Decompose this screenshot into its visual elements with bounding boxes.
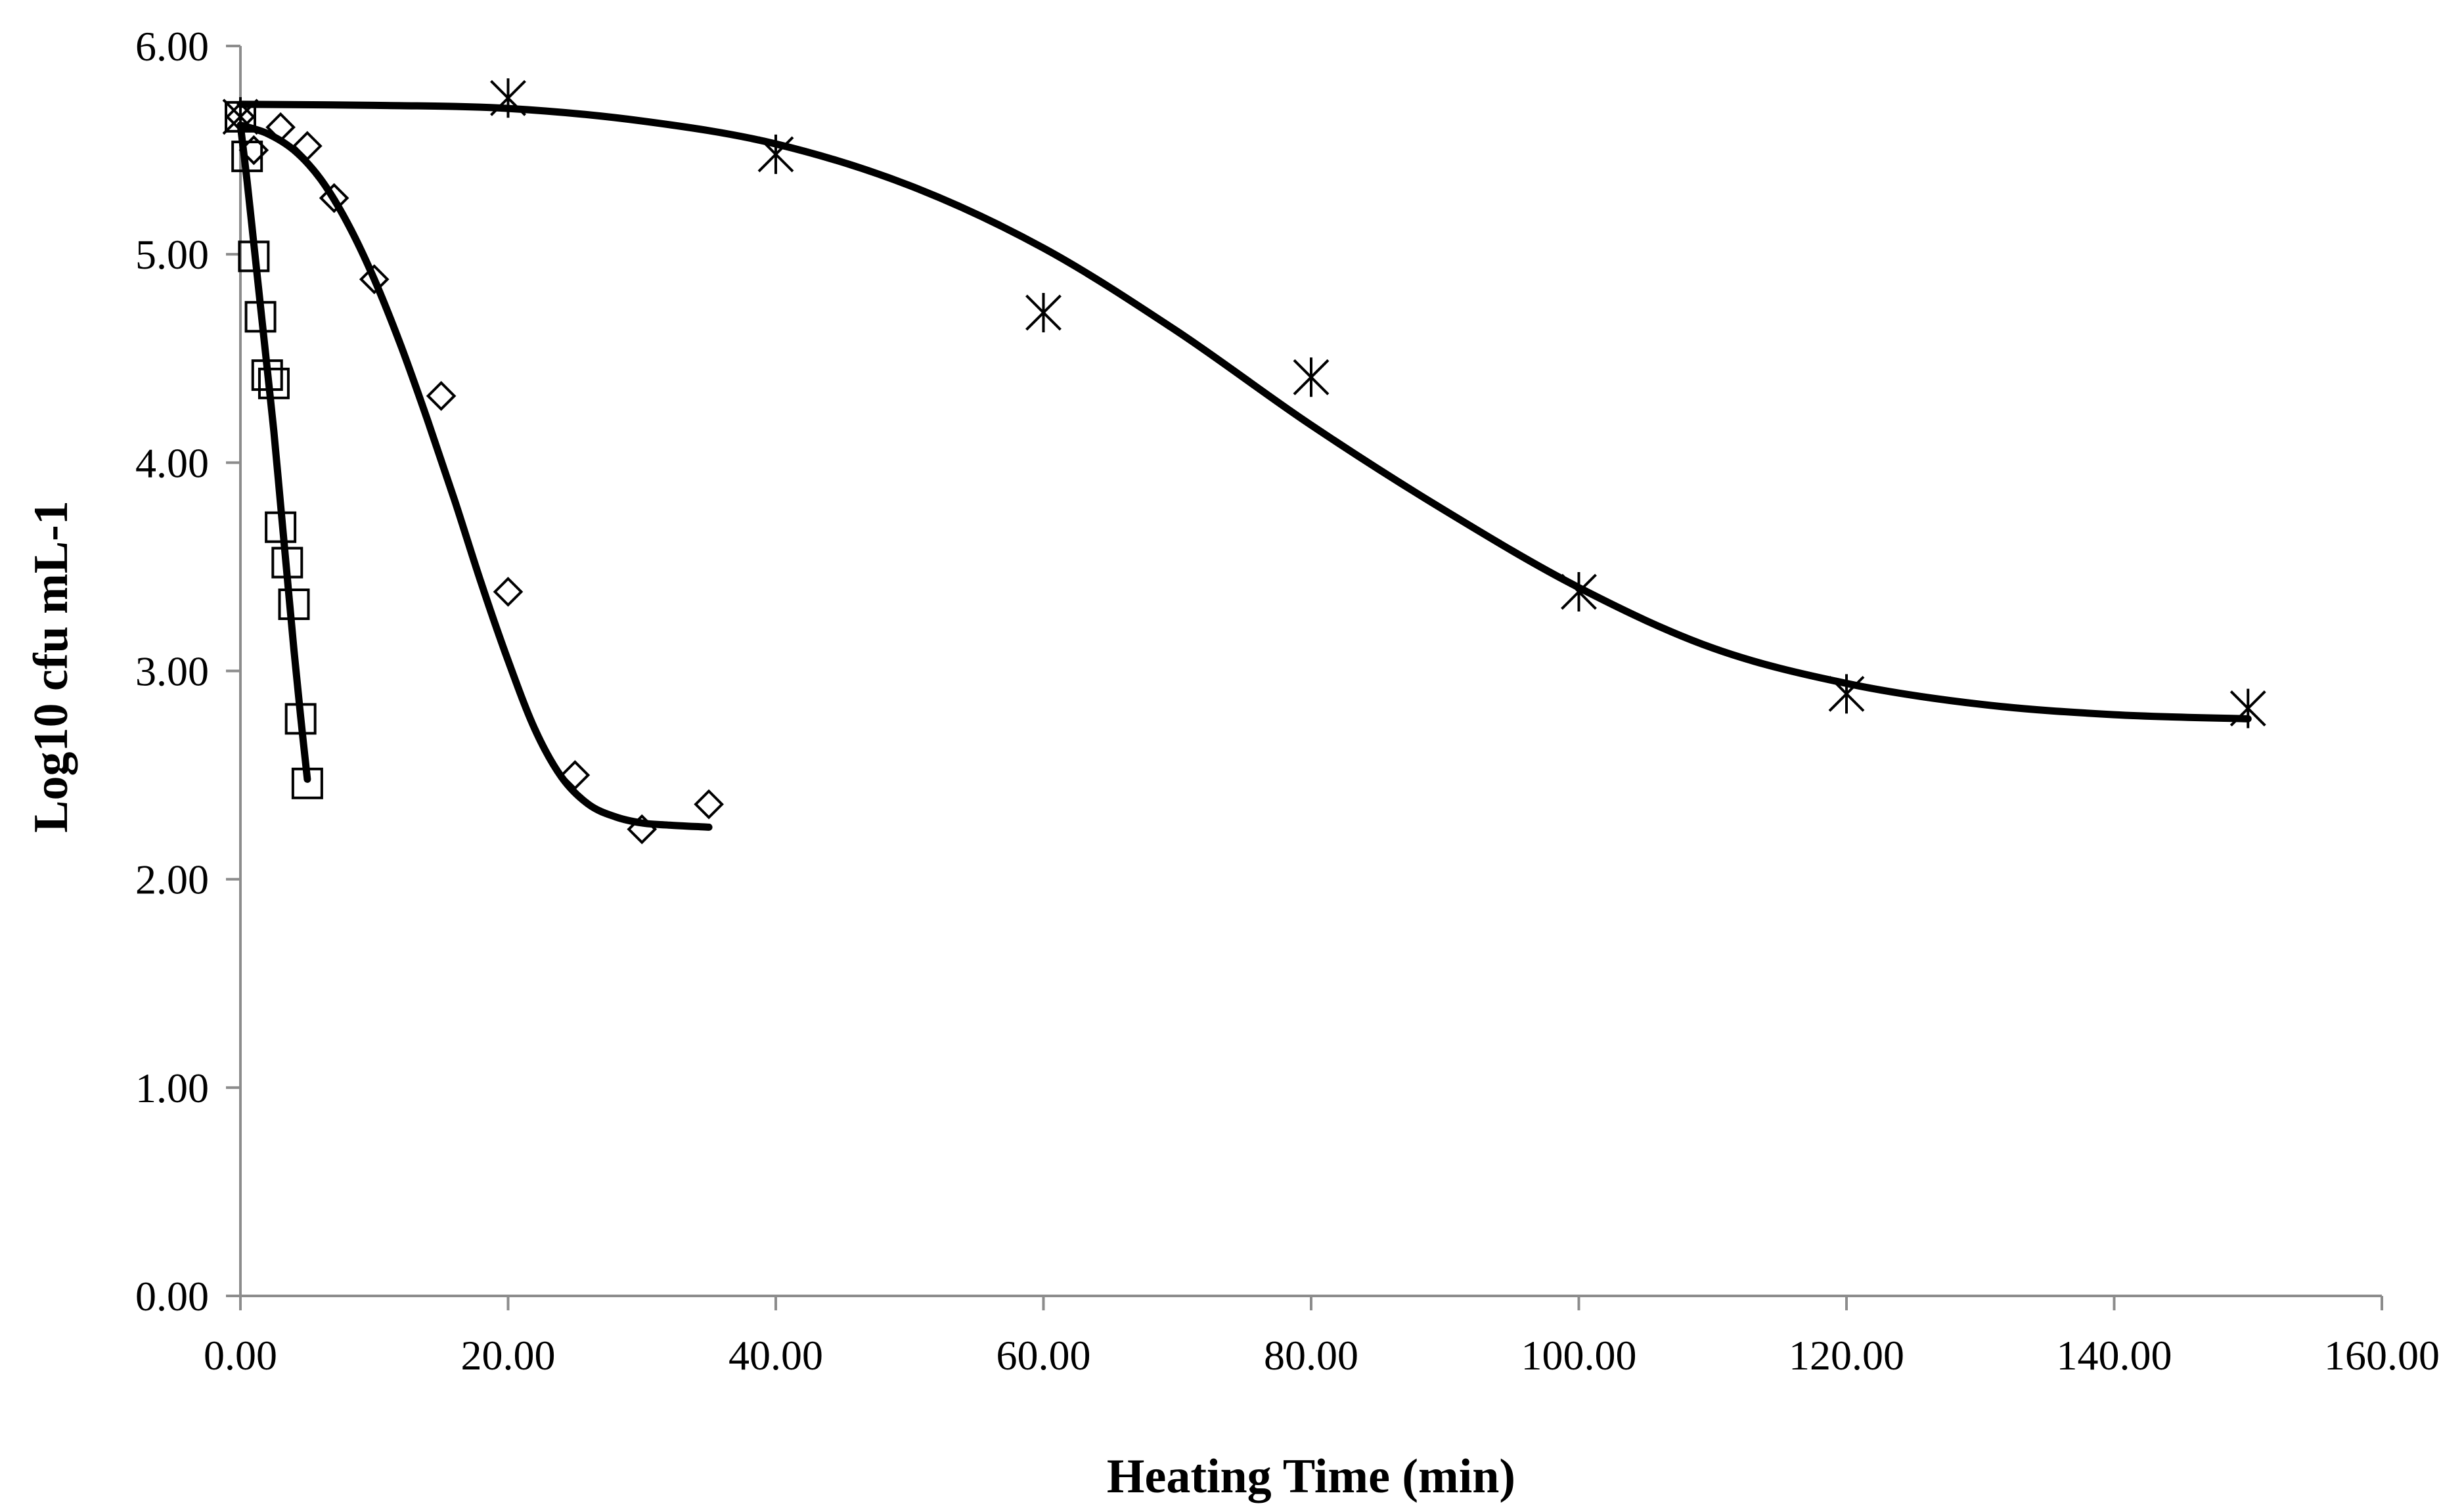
diamond-marker xyxy=(426,381,457,411)
asterisk-marker xyxy=(1293,357,1330,397)
fit-curve xyxy=(236,122,713,831)
diamond-marker xyxy=(694,789,724,820)
fit-curve xyxy=(236,100,2252,723)
y-tick-label: 2.00 xyxy=(135,856,209,903)
y-tick-label: 6.00 xyxy=(135,23,209,70)
x-tick-label: 100.00 xyxy=(1521,1332,1637,1379)
y-axis-title: Log10 cfu mL-1 xyxy=(24,500,78,833)
diamond-marker xyxy=(493,577,524,607)
x-tick-label: 20.00 xyxy=(461,1332,556,1379)
y-tick-label: 0.00 xyxy=(135,1273,209,1320)
diamond-marker xyxy=(238,135,269,166)
y-tick-label: 3.00 xyxy=(135,648,209,695)
diamond-marker xyxy=(359,264,390,295)
x-tick-label: 0.00 xyxy=(204,1332,277,1379)
plot-area xyxy=(222,78,2266,845)
x-axis-title: Heating Time (min) xyxy=(1107,1450,1515,1503)
x-tick-label: 40.00 xyxy=(728,1332,823,1379)
x-tick-label: 80.00 xyxy=(1264,1332,1358,1379)
asterisk-series xyxy=(222,78,2266,728)
asterisk-marker xyxy=(1025,292,1062,332)
fit-curve xyxy=(236,122,311,783)
diamond-series xyxy=(225,102,724,845)
x-tick-label: 140.00 xyxy=(2057,1332,2172,1379)
axes: 0.00 1.00 2.00 3.00 4.00 5.00 6.00 0.00 20.00 40.… xyxy=(135,23,2440,1379)
y-tick-label: 1.00 xyxy=(135,1065,209,1111)
x-tick-label: 120.00 xyxy=(1789,1332,1904,1379)
x-tick-label: 60.00 xyxy=(996,1332,1091,1379)
y-tick-label: 4.00 xyxy=(135,439,209,486)
x-tick-label: 160.00 xyxy=(2324,1332,2440,1379)
diamond-marker xyxy=(319,183,349,213)
y-tick-label: 5.00 xyxy=(135,231,209,278)
